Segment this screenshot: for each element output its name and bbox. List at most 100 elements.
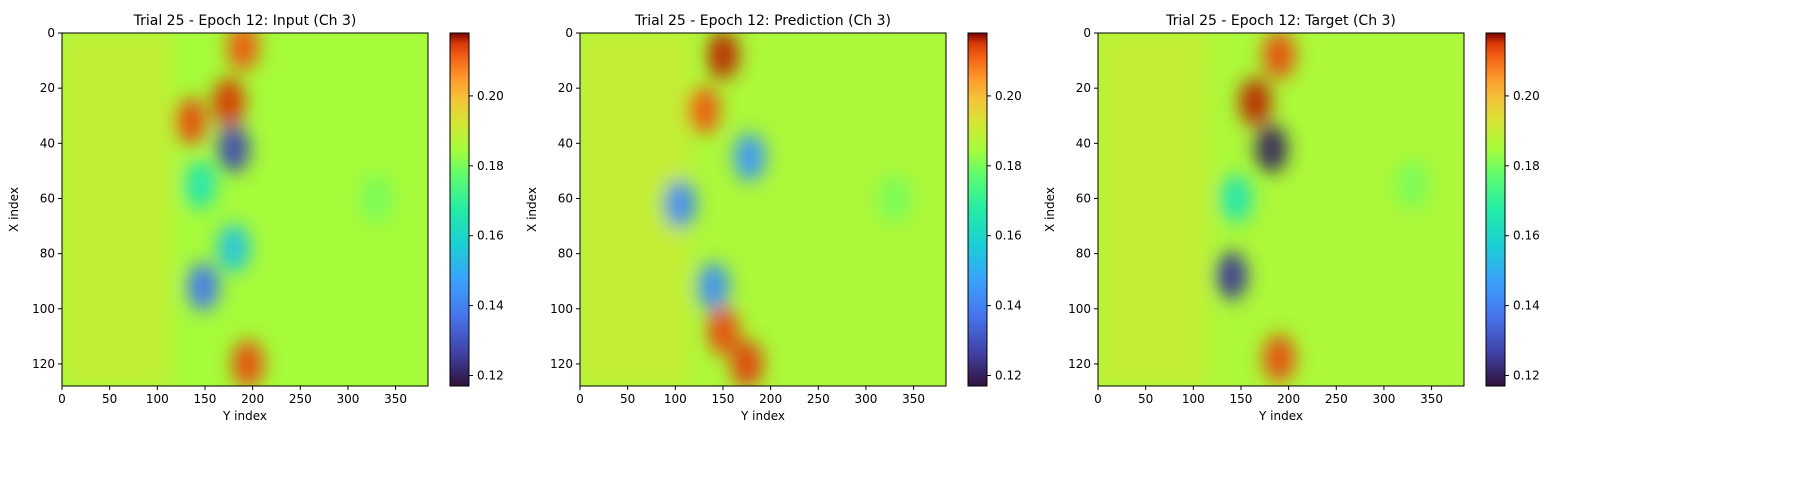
y-tick-label: 40 [558,136,573,150]
x-axis-label: Y index [740,409,785,423]
y-tick-label: 80 [558,247,573,261]
y-axis-label: X index [1043,187,1057,232]
x-tick-label: 250 [289,392,312,406]
x-tick-label: 100 [1182,392,1205,406]
x-axis-label: Y index [1258,409,1303,423]
heatmap-feature-8 [878,174,911,223]
x-tick-label: 0 [58,392,66,406]
heatmap-feature-1 [1263,33,1296,80]
y-tick-label: 120 [32,357,55,371]
x-tick-label: 300 [1372,392,1395,406]
heatmap-panel-3: 0 50 100 150 200 250 300 350 0 20 40 60 80 100 120 Tria… [1043,13,1540,423]
x-tick-label: 0 [576,392,584,406]
y-tick-label: 40 [1076,136,1091,150]
colorbar-tick-label: 0.20 [1513,89,1540,103]
heatmap-feature-2 [687,86,720,135]
colorbar-tick-label: 0.12 [995,369,1022,383]
heatmap-feature-7 [730,339,763,386]
y-tick-label: 100 [1068,302,1091,316]
panel-title: Trial 25 - Epoch 12: Target (Ch 3) [1165,13,1396,29]
colorbar-tick-label: 0.16 [477,229,504,243]
heatmap-image [1098,33,1464,386]
y-axis-label: X index [525,187,539,232]
panel-title: Trial 25 - Epoch 12: Input (Ch 3) [133,13,357,29]
y-tick-label: 20 [40,81,55,95]
heatmap-feature-8 [231,339,264,386]
x-tick-label: 0 [1094,392,1102,406]
x-tick-label: 100 [146,392,169,406]
heatmap-feature-2 [212,77,245,126]
x-tick-label: 150 [712,392,735,406]
x-tick-label: 350 [1420,392,1443,406]
colorbar-tick-label: 0.14 [477,299,504,313]
y-tick-label: 20 [558,81,573,95]
x-tick-label: 300 [336,392,359,406]
y-tick-label: 120 [550,357,573,371]
heatmap-feature-7 [1396,160,1429,209]
x-tick-label: 200 [1277,392,1300,406]
heatmap-feature-6 [706,306,739,355]
y-tick-label: 0 [565,26,573,40]
y-tick-label: 120 [1068,357,1091,371]
x-tick-label: 50 [620,392,635,406]
colorbar-tick-label: 0.18 [477,159,504,173]
x-tick-label: 200 [241,392,264,406]
heatmap-feature-1 [706,33,739,80]
x-tick-label: 50 [102,392,117,406]
y-tick-label: 40 [40,136,55,150]
heatmap-feature-3 [174,97,207,146]
x-tick-label: 250 [1325,392,1348,406]
x-tick-label: 200 [759,392,782,406]
y-tick-label: 100 [32,302,55,316]
colorbar-tick-label: 0.18 [995,159,1022,173]
heatmap-feature-4 [217,124,250,173]
colorbar-tick-label: 0.18 [1513,159,1540,173]
colorbar [1485,32,1506,387]
x-tick-label: 350 [902,392,925,406]
x-tick-label: 150 [194,392,217,406]
heatmap-feature-9 [360,174,393,223]
y-tick-label: 0 [1083,26,1091,40]
colorbar-tick-label: 0.12 [477,369,504,383]
x-tick-label: 350 [384,392,407,406]
x-tick-label: 150 [1230,392,1253,406]
heatmap-band [1098,33,1208,386]
colorbar-tick-label: 0.16 [995,229,1022,243]
heatmap-feature-5 [184,160,217,209]
heatmap-panel-1: 0 50 100 150 200 250 300 350 0 20 40 60 80 100 120 Tria… [7,13,504,423]
colorbar [449,32,470,387]
y-tick-label: 80 [1076,247,1091,261]
panel-title: Trial 25 - Epoch 12: Prediction (Ch 3) [634,13,891,29]
colorbar-tick-label: 0.16 [1513,229,1540,243]
heatmap-feature-2 [1239,77,1272,126]
x-tick-label: 250 [807,392,830,406]
colorbar-tick-label: 0.20 [995,89,1022,103]
heatmap-band [62,33,172,386]
y-tick-label: 20 [1076,81,1091,95]
colorbar-tick-label: 0.14 [995,299,1022,313]
plot-frame [579,32,947,387]
heatmap-feature-5 [1215,251,1248,300]
y-tick-label: 60 [558,191,573,205]
y-tick-label: 60 [40,191,55,205]
heatmap-feature-7 [187,262,220,311]
x-tick-label: 300 [854,392,877,406]
heatmap-feature-3 [1255,124,1288,173]
y-tick-label: 60 [1076,191,1091,205]
heatmap-feature-6 [1263,334,1296,383]
colorbar-tick-label: 0.20 [477,89,504,103]
plot-frame [61,32,429,387]
heatmap-feature-4 [664,179,697,228]
heatmap-feature-6 [217,224,250,273]
x-tick-label: 50 [1138,392,1153,406]
colorbar [967,32,988,387]
heatmap-feature-3 [733,133,766,182]
colorbar-tick-label: 0.14 [1513,299,1540,313]
heatmap-feature-1 [227,33,260,71]
y-tick-label: 0 [47,26,55,40]
heatmap-feature-4 [1220,174,1253,223]
plot-frame [1097,32,1465,387]
heatmap-feature-5 [697,262,730,311]
y-tick-label: 80 [40,247,55,261]
